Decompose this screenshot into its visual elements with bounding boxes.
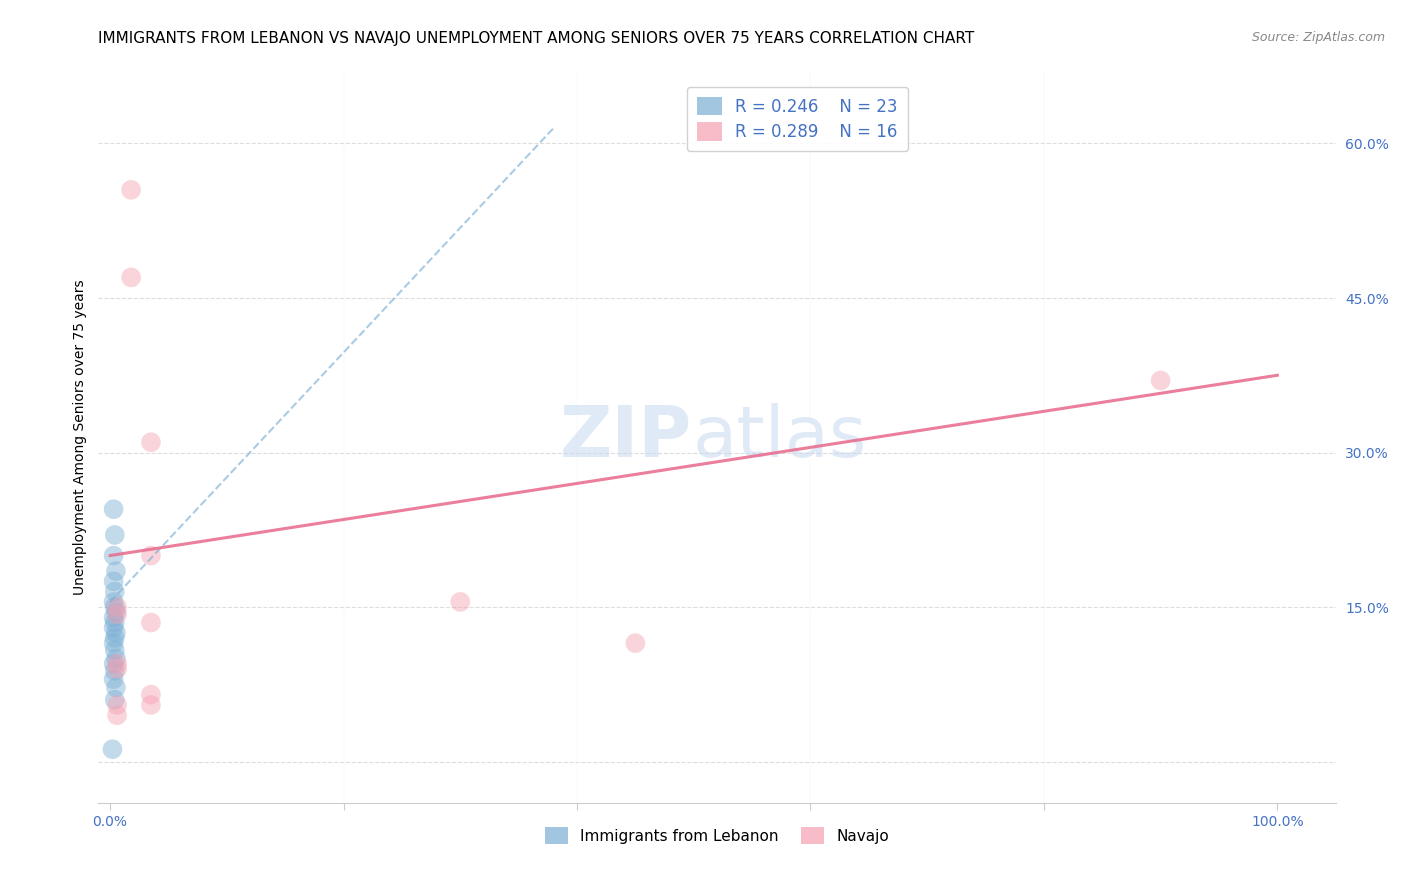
Point [105,698,128,712]
Point [139,688,162,702]
Point [139,549,162,563]
Point [105,657,128,671]
Point [139,435,162,450]
Point [104,528,127,542]
Point [103,549,125,563]
Text: Source: ZipAtlas.com: Source: ZipAtlas.com [1251,31,1385,45]
Point [1149,373,1171,387]
Point [104,643,127,657]
Point [104,681,127,695]
Point [103,595,125,609]
Point [105,607,128,622]
Point [104,631,127,645]
Legend: Immigrants from Lebanon, Navajo: Immigrants from Lebanon, Navajo [538,822,896,850]
Point [105,708,128,723]
Point [104,564,127,578]
Point [104,664,127,678]
Point [101,742,124,756]
Point [103,672,125,686]
Point [103,574,125,589]
Point [120,270,142,285]
Y-axis label: Unemployment Among Seniors over 75 years: Unemployment Among Seniors over 75 years [73,279,87,595]
Point [449,595,471,609]
Point [104,693,127,707]
Point [103,502,125,516]
Point [103,657,125,671]
Point [120,183,142,197]
Point [104,600,127,615]
Point [104,615,127,630]
Point [103,621,125,635]
Point [139,615,162,630]
Text: atlas: atlas [692,402,866,472]
Point [139,698,162,712]
Point [103,610,125,624]
Point [624,636,647,650]
Point [104,651,127,665]
Point [104,605,127,619]
Point [104,625,127,640]
Point [105,662,128,676]
Point [105,600,128,615]
Point [104,584,127,599]
Point [103,636,125,650]
Text: ZIP: ZIP [560,402,692,472]
Text: IMMIGRANTS FROM LEBANON VS NAVAJO UNEMPLOYMENT AMONG SENIORS OVER 75 YEARS CORRE: IMMIGRANTS FROM LEBANON VS NAVAJO UNEMPL… [98,31,974,46]
